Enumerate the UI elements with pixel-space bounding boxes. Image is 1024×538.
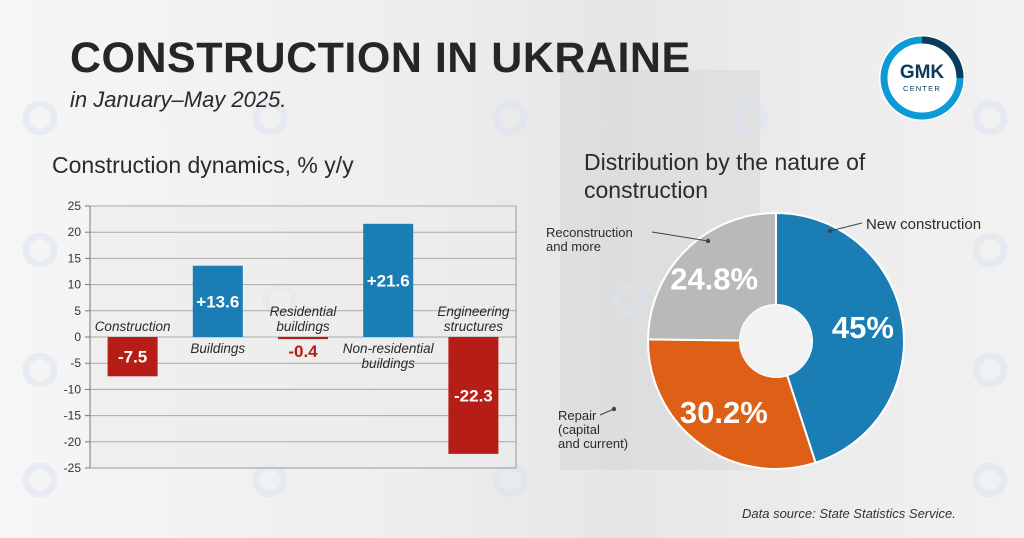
gmk-watermark-icon — [252, 100, 288, 136]
category-label: Construction — [95, 319, 171, 334]
y-tick-label: -20 — [64, 435, 82, 449]
y-tick-label: 0 — [74, 330, 81, 344]
bar — [192, 265, 243, 337]
bar — [278, 337, 328, 340]
gmk-watermark-icon — [972, 462, 1008, 498]
bar — [448, 337, 499, 454]
bar-chart-title: Construction dynamics, % y/y — [52, 152, 354, 178]
category-label: Engineering — [437, 304, 510, 319]
page-subtitle: in January–May 2025. — [70, 87, 287, 112]
logo-ring-accent — [921, 36, 964, 79]
bar-value-label: -7.5 — [118, 348, 147, 367]
leader-line — [829, 222, 863, 232]
pie-value-label: 30.2% — [680, 395, 768, 430]
gmk-watermark-icon — [22, 100, 58, 136]
leader-dot — [705, 238, 711, 244]
pie-value-label: 45% — [832, 310, 894, 345]
leader-line — [651, 231, 709, 242]
leader-dot — [611, 406, 617, 412]
y-tick-label: -15 — [64, 409, 82, 423]
y-tick-label: 20 — [68, 225, 82, 239]
pie-slice — [775, 211, 905, 464]
pie-slice-label: Repair — [558, 408, 597, 423]
pie-slice-label: (capital — [558, 422, 600, 437]
bar-chart: 25 20 15 10 5 0 -5 -10 -15 -20 -25 -7.5 Construction… — [64, 199, 517, 475]
category-label: Residential — [270, 304, 338, 319]
y-tick-label: -5 — [70, 356, 81, 370]
pie-slice-label: New construction — [866, 216, 981, 233]
category-label: Non-residential — [343, 341, 435, 356]
gmk-watermark-icon — [22, 462, 58, 498]
y-tick-label: 25 — [68, 199, 82, 213]
gmk-watermark-icon — [612, 282, 648, 318]
gmk-watermark-icon — [732, 100, 768, 136]
y-tick-label: -10 — [64, 382, 82, 396]
pie-chart-title: Distribution by the nature of constructi… — [584, 149, 866, 203]
donut-hole — [740, 305, 812, 377]
gmk-watermark-icon — [22, 352, 58, 388]
category-label: Buildings — [190, 341, 245, 356]
bar-value-label: +21.6 — [367, 271, 410, 290]
pie-slice-label: Reconstruction — [546, 225, 633, 240]
gmk-watermark-icon — [492, 100, 528, 136]
gmk-center-logo-icon: GMK CENTER — [879, 35, 965, 121]
pie-value-label: 24.8% — [670, 261, 758, 296]
category-label: structures — [444, 319, 504, 334]
bar-value-label: +13.6 — [196, 292, 239, 311]
y-tick-label: -25 — [64, 461, 82, 475]
bar — [363, 223, 414, 337]
y-tick-label: 5 — [74, 304, 81, 318]
bar — [107, 337, 158, 377]
gmk-watermark-icon — [972, 100, 1008, 136]
leader-dot — [827, 228, 833, 234]
logo-text-sub: CENTER — [903, 84, 941, 93]
data-source: Data source: State Statistics Service. — [742, 506, 956, 521]
category-label: buildings — [276, 319, 330, 334]
page-title: CONSTRUCTION IN UKRAINE — [70, 34, 691, 82]
logo-text-main: GMK — [900, 62, 945, 83]
gmk-watermark-icon — [22, 232, 58, 268]
leader-line — [599, 408, 615, 416]
y-tick-label: 15 — [68, 251, 82, 265]
bar-value-label: -0.4 — [288, 342, 318, 361]
y-tick-label: 10 — [68, 278, 82, 292]
category-label: buildings — [362, 356, 416, 371]
pie-slice-label: and more — [546, 239, 601, 254]
gmk-watermark-icon — [972, 352, 1008, 388]
logo-background — [879, 35, 965, 121]
bar-value-label: -22.3 — [454, 386, 493, 405]
gmk-watermark-icon — [972, 232, 1008, 268]
pie-slice-label: and current) — [558, 436, 628, 451]
pie-chart: 45% 30.2% 24.8% New construction Repair(capi… — [546, 211, 981, 470]
